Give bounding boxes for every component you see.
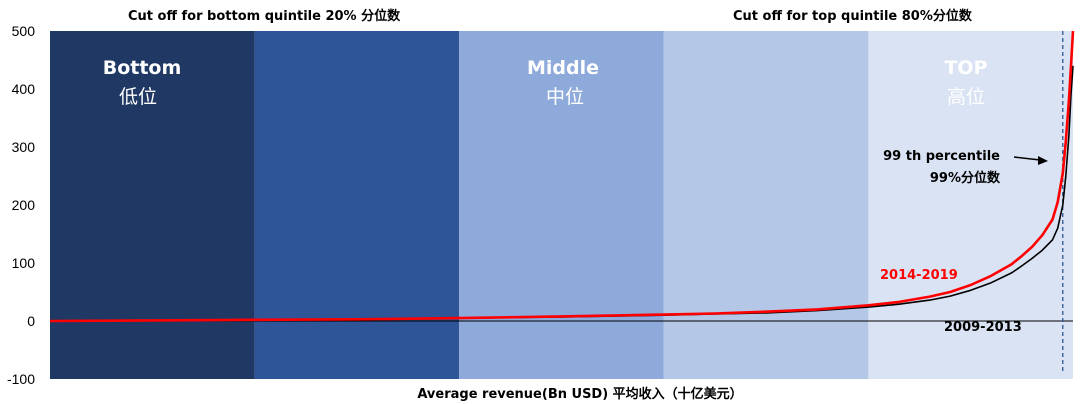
p99-label-line2: 99%分位数 bbox=[930, 170, 1001, 186]
y-tick-label: -100 bbox=[7, 371, 35, 387]
band-2 bbox=[459, 31, 664, 379]
y-tick-label: 200 bbox=[12, 197, 36, 213]
legend-label-2009-2013: 2009-2013 bbox=[944, 320, 1022, 335]
y-tick-label: 400 bbox=[12, 81, 36, 97]
band-3 bbox=[663, 31, 869, 379]
p99-label-line1: 99 th percentile bbox=[883, 149, 1000, 164]
series-lines bbox=[49, 30, 1075, 323]
quintile-bands bbox=[50, 31, 1073, 379]
legend-label-2014-2019: 2014-2019 bbox=[880, 268, 958, 283]
y-tick-label: 0 bbox=[27, 313, 35, 329]
band-0 bbox=[50, 31, 255, 379]
bottom-cutoff-label: Cut off for bottom quintile 20% 分位数 bbox=[128, 8, 401, 24]
y-tick-label: 100 bbox=[12, 255, 36, 271]
top-cutoff-label: Cut off for top quintile 80%分位数 bbox=[733, 8, 973, 24]
y-tick-label: 300 bbox=[12, 139, 36, 155]
y-tick-label: 500 bbox=[12, 23, 36, 39]
band-label-bottom-cn: 低位 bbox=[119, 86, 157, 108]
band-1 bbox=[254, 31, 460, 379]
p99-arrow bbox=[1013, 156, 1048, 165]
band-label-middle-cn: 中位 bbox=[546, 86, 584, 108]
band-label-middle: Middle bbox=[527, 57, 599, 79]
band-label-top-cn: 高位 bbox=[947, 86, 985, 108]
x-axis-label: Average revenue(Bn USD) 平均收入（十亿美元） bbox=[417, 386, 742, 402]
band-label-top: TOP bbox=[944, 57, 987, 79]
series-line-2014-2019 bbox=[49, 30, 1075, 323]
band-label-bottom: Bottom bbox=[103, 57, 182, 79]
y-axis-ticks: 500 400 300 200 100 0 -100 bbox=[7, 23, 35, 387]
